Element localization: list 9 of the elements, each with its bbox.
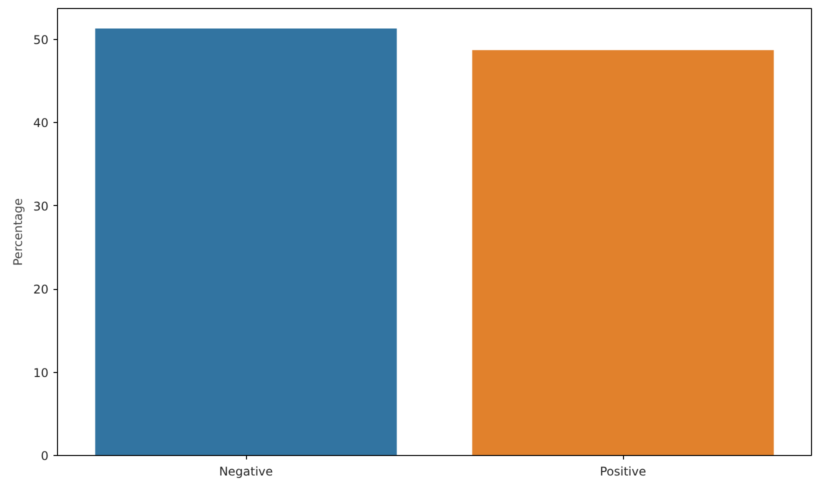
y-tick-label: 0 xyxy=(40,449,49,463)
y-tick-label: 10 xyxy=(33,366,49,380)
y-tick-label: 30 xyxy=(33,199,49,214)
y-tick-label: 50 xyxy=(33,32,49,47)
y-axis-title: Percentage xyxy=(11,198,26,266)
y-tick-label: 20 xyxy=(33,282,49,297)
x-tick-label: Positive xyxy=(600,464,646,478)
x-tick-label: Negative xyxy=(219,464,273,478)
y-tick-label: 40 xyxy=(33,116,49,130)
